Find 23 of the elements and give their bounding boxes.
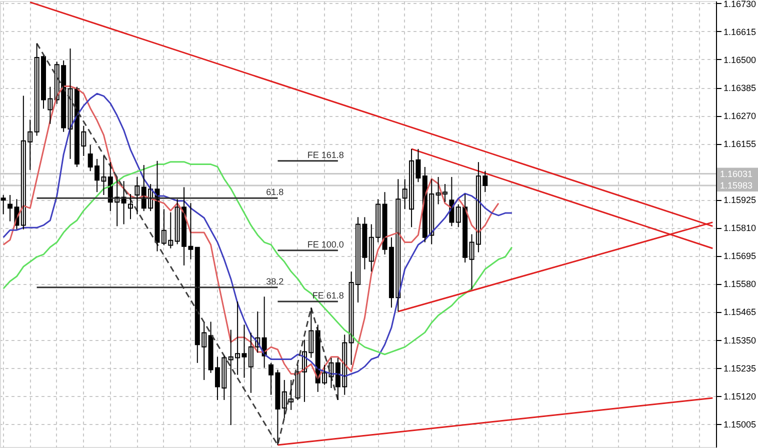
y-tick-label: 1.15580 <box>724 279 756 290</box>
series-label: 38.2 <box>266 276 284 286</box>
series-label: FE 100.0 <box>307 239 344 250</box>
y-tick-label: 1.16615 <box>724 26 756 37</box>
y-tick-label: 1.16385 <box>724 83 756 94</box>
y-tick-label: 1.15120 <box>724 391 756 402</box>
y-tick-label: 1.16270 <box>724 111 756 122</box>
y-tick-label: 1.15005 <box>724 419 756 430</box>
ref-line-label: 1.15983 <box>720 180 753 190</box>
series-label: FE 161.8 <box>307 150 344 160</box>
ref-line-label: 1.16031 <box>720 168 753 179</box>
y-tick-label: 1.15465 <box>724 307 756 318</box>
y-tick-label: 1.15810 <box>724 223 756 234</box>
y-tick-label: 1.15235 <box>724 363 756 374</box>
line-series <box>2 161 513 356</box>
series-label: FE 61.8 <box>312 290 344 300</box>
y-tick-label: 1.15350 <box>724 335 756 346</box>
y-tick-label: 1.16730 <box>724 0 756 9</box>
y-tick-label: 1.15695 <box>724 251 756 262</box>
y-tick-label: 1.15925 <box>724 195 756 206</box>
series-label: 61.8 <box>266 187 284 198</box>
y-tick-label: 1.16500 <box>724 54 756 65</box>
y-tick-label: 1.16155 <box>724 139 756 150</box>
